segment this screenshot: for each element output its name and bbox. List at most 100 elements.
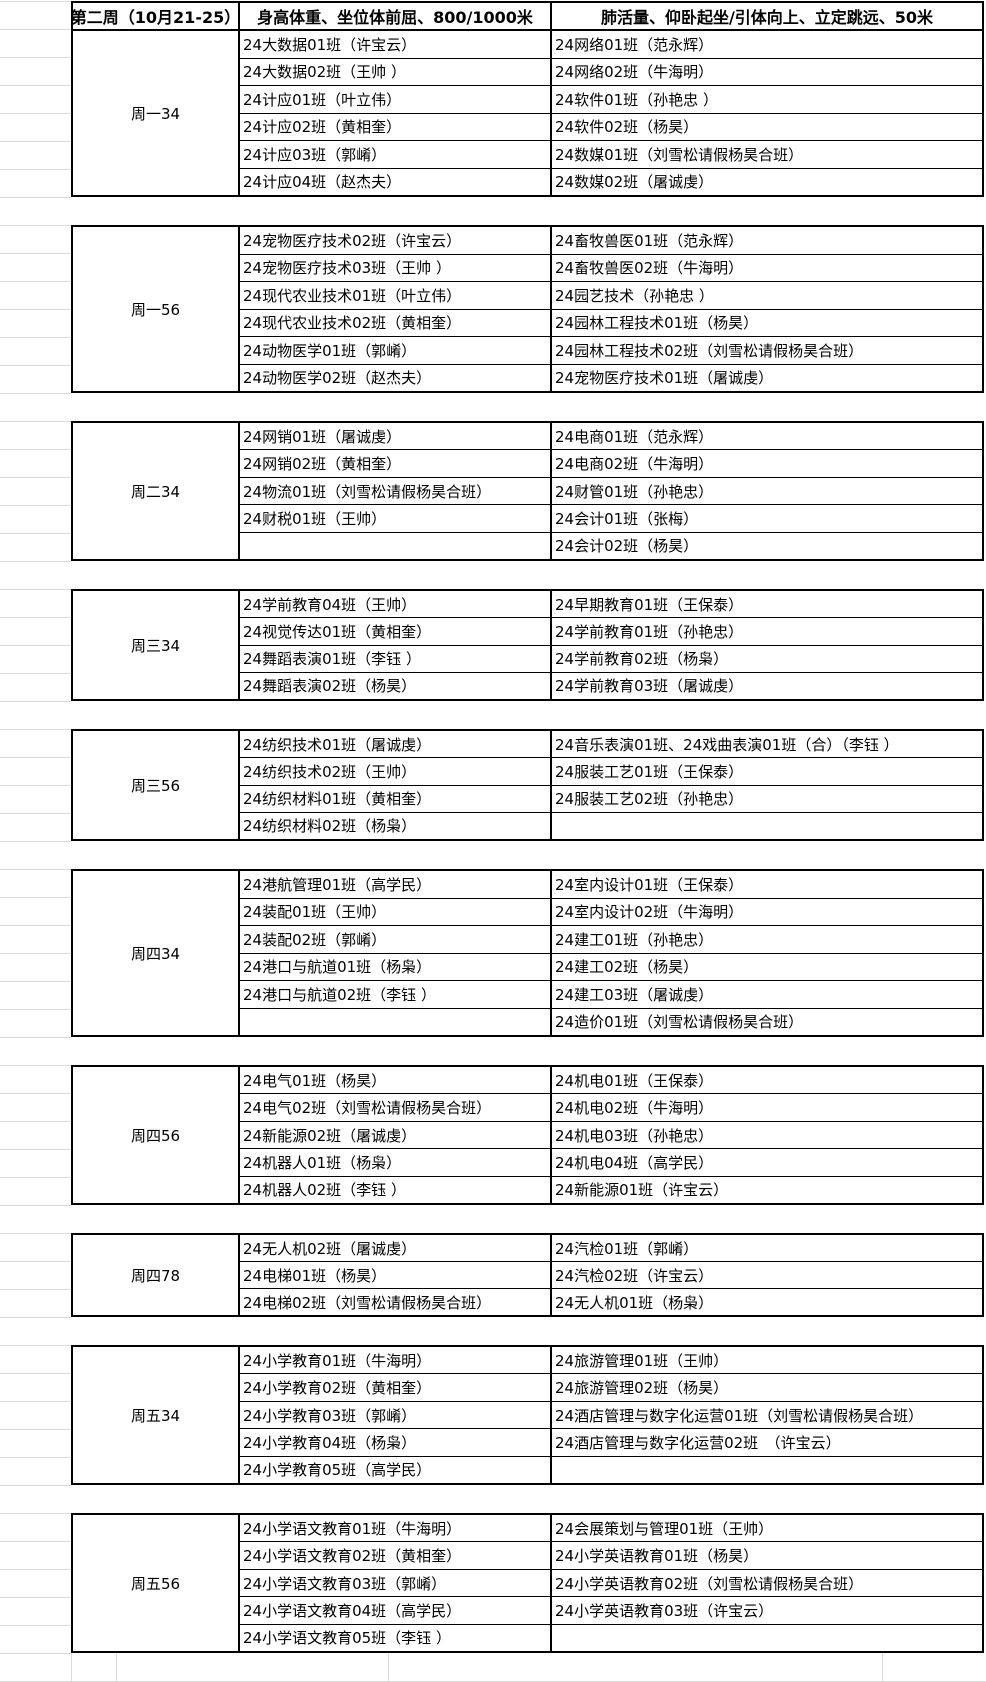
- class-cell[interactable]: 24现代农业技术01班（叶立伟）: [240, 282, 550, 310]
- class-cell[interactable]: 24小学语文教育05班（李钰 ）: [243, 1629, 451, 1648]
- header-test-items-2-cell[interactable]: 肺活量、仰卧起坐/引体向上、立定跳远、50米: [600, 8, 934, 27]
- class-cell[interactable]: 24小学英语教育03班（许宝云）: [552, 1597, 982, 1625]
- class-cell[interactable]: 24纺织技术02班（王帅）: [240, 758, 550, 786]
- class-cell[interactable]: 24物流01班（刘雪松请假杨昊合班）: [240, 478, 550, 506]
- class-cell[interactable]: 24园艺技术（孙艳忠 ）: [552, 282, 982, 310]
- week-label[interactable]: 周四78: [73, 1235, 240, 1315]
- class-cell[interactable]: 24汽检01班（郭崤）: [552, 1235, 982, 1262]
- class-cell[interactable]: 24小学教育02班（黄相奎）: [240, 1374, 550, 1402]
- week-label[interactable]: 周四56: [73, 1067, 240, 1203]
- class-cell[interactable]: 24会计02班（杨昊）: [555, 537, 699, 556]
- class-cell[interactable]: 24机电03班（孙艳忠）: [552, 1122, 982, 1150]
- class-cell[interactable]: 24学前教育02班（杨枭）: [552, 646, 982, 673]
- class-cell[interactable]: [240, 1009, 550, 1036]
- class-cell[interactable]: 24动物医学02班（赵杰夫）: [243, 369, 432, 388]
- class-cell[interactable]: 24小学英语教育01班（杨昊）: [552, 1542, 982, 1570]
- class-cell[interactable]: 24数媒02班（屠诚虔）: [555, 173, 714, 192]
- class-cell[interactable]: 24宠物医疗技术02班（许宝云）: [240, 227, 550, 255]
- class-cell[interactable]: 24小学英语教育02班（刘雪松请假杨昊合班）: [552, 1570, 982, 1598]
- week-label[interactable]: 周三34: [73, 591, 240, 699]
- class-cell[interactable]: 24园林工程技术01班（杨昊）: [552, 310, 982, 337]
- class-cell[interactable]: 24小学教育04班（杨枭）: [240, 1429, 550, 1457]
- class-cell[interactable]: 24机器人02班（李钰 ）: [243, 1181, 406, 1200]
- week-label[interactable]: 周一34: [73, 31, 240, 195]
- class-cell[interactable]: 24畜牧兽医02班（牛海明）: [552, 255, 982, 282]
- class-cell[interactable]: 24纺织材料02班（杨枭）: [243, 817, 417, 836]
- class-cell[interactable]: 24机器人01班（杨枭）: [240, 1149, 550, 1177]
- class-cell[interactable]: 24港口与航道02班（李钰 ）: [240, 981, 550, 1009]
- class-cell[interactable]: 24计应04班（赵杰夫）: [243, 173, 402, 192]
- class-cell[interactable]: 24数媒01班（刘雪松请假杨昊合班）: [552, 141, 982, 169]
- class-cell[interactable]: 24纺织技术01班（屠诚虔）: [240, 731, 550, 759]
- class-cell[interactable]: 24旅游管理01班（王帅）: [552, 1347, 982, 1375]
- class-cell[interactable]: 24无人机02班（屠诚虔）: [240, 1235, 550, 1262]
- class-cell[interactable]: 24造价01班（刘雪松请假杨昊合班）: [555, 1013, 804, 1032]
- class-cell[interactable]: 24电商02班（牛海明）: [552, 450, 982, 478]
- week-label[interactable]: 周三56: [73, 731, 240, 839]
- class-cell[interactable]: 24港航管理01班（高学民）: [240, 871, 550, 899]
- class-cell[interactable]: 24电气02班（刘雪松请假杨昊合班）: [240, 1094, 550, 1122]
- class-cell[interactable]: 24港口与航道01班（杨枭）: [240, 954, 550, 981]
- class-cell[interactable]: 24学前教育03班（屠诚虔）: [555, 677, 744, 696]
- class-cell[interactable]: 24软件02班（杨昊）: [552, 114, 982, 141]
- class-cell[interactable]: 24新能源02班（屠诚虔）: [240, 1122, 550, 1150]
- class-cell[interactable]: 24计应01班（叶立伟）: [240, 86, 550, 114]
- week-label[interactable]: 周五34: [73, 1347, 240, 1483]
- class-cell[interactable]: 24早期教育01班（王保泰）: [552, 591, 982, 619]
- class-cell[interactable]: 24机电02班（牛海明）: [552, 1094, 982, 1122]
- class-cell[interactable]: 24网络02班（牛海明）: [552, 59, 982, 86]
- class-cell[interactable]: 24小学教育03班（郭崤）: [240, 1402, 550, 1430]
- class-cell[interactable]: [240, 533, 550, 559]
- class-cell[interactable]: 24机电04班（高学民）: [552, 1149, 982, 1177]
- class-cell[interactable]: 24服装工艺02班（孙艳忠）: [552, 786, 982, 813]
- class-cell[interactable]: [552, 813, 982, 839]
- class-cell[interactable]: 24现代农业技术02班（黄相奎）: [240, 310, 550, 337]
- class-cell[interactable]: 24园林工程技术02班（刘雪松请假杨昊合班）: [552, 337, 982, 365]
- class-cell[interactable]: 24财税01班（王帅）: [240, 505, 550, 533]
- class-cell[interactable]: 24软件01班（孙艳忠 ）: [552, 86, 982, 114]
- class-cell[interactable]: 24视觉传达01班（黄相奎）: [240, 618, 550, 646]
- class-cell[interactable]: 24电气01班（杨昊）: [240, 1067, 550, 1095]
- class-cell[interactable]: 24电商01班（范永辉）: [552, 423, 982, 451]
- week-label[interactable]: 周二34: [73, 423, 240, 559]
- class-cell[interactable]: 24室内设计01班（王保泰）: [552, 871, 982, 899]
- class-cell[interactable]: 24舞蹈表演02班（杨昊）: [243, 677, 417, 696]
- week-label[interactable]: 周一56: [73, 227, 240, 391]
- class-cell[interactable]: 24小学语文教育01班（牛海明）: [240, 1515, 550, 1543]
- class-cell[interactable]: 24服装工艺01班（王保泰）: [552, 758, 982, 786]
- class-cell[interactable]: 24畜牧兽医01班（范永辉）: [552, 227, 982, 255]
- week-label[interactable]: 周四34: [73, 871, 240, 1035]
- class-cell[interactable]: 24室内设计02班（牛海明）: [552, 899, 982, 926]
- class-cell[interactable]: 24酒店管理与数字化运营01班（刘雪松请假杨昊合班）: [552, 1402, 982, 1430]
- class-cell[interactable]: 24电梯01班（杨昊）: [240, 1262, 550, 1289]
- class-cell[interactable]: 24小学语文教育02班（黄相奎）: [240, 1542, 550, 1570]
- class-cell[interactable]: 24网络01班（范永辉）: [552, 31, 982, 59]
- class-cell[interactable]: 24无人机01班（杨枭）: [555, 1293, 714, 1312]
- class-cell[interactable]: 24大数据02班（王帅 ）: [240, 59, 550, 86]
- class-cell[interactable]: 24建工03班（屠诚虔）: [552, 981, 982, 1009]
- class-cell[interactable]: 24小学语文教育03班（郭崤）: [240, 1570, 550, 1598]
- class-cell[interactable]: 24舞蹈表演01班（李钰 ）: [240, 646, 550, 673]
- header-test-items-1-cell[interactable]: 身高体重、坐位体前屈、800/1000米: [240, 3, 552, 29]
- class-cell[interactable]: [552, 1457, 982, 1483]
- class-cell[interactable]: 24新能源01班（许宝云）: [555, 1181, 729, 1200]
- class-cell[interactable]: 24小学教育01班（牛海明）: [240, 1347, 550, 1375]
- class-cell[interactable]: 24会计01班（张梅）: [552, 505, 982, 533]
- class-cell[interactable]: 24电梯02班（刘雪松请假杨昊合班）: [243, 1293, 492, 1312]
- class-cell[interactable]: 24动物医学01班（郭崤）: [240, 337, 550, 365]
- class-cell[interactable]: 24汽检02班（许宝云）: [552, 1262, 982, 1289]
- class-cell[interactable]: 24建工02班（杨昊）: [552, 954, 982, 981]
- class-cell[interactable]: 24学前教育01班（孙艳忠）: [552, 618, 982, 646]
- class-cell[interactable]: 24计应02班（黄相奎）: [240, 114, 550, 141]
- class-cell[interactable]: 24纺织材料01班（黄相奎）: [240, 786, 550, 813]
- class-cell[interactable]: 24宠物医疗技术03班（王帅 ）: [240, 255, 550, 282]
- class-cell[interactable]: 24网销01班（屠诚虔）: [240, 423, 550, 451]
- class-cell[interactable]: 24宠物医疗技术01班（屠诚虔）: [555, 369, 774, 388]
- class-cell[interactable]: 24音乐表演01班、24戏曲表演01班（合）（李钰 ）: [552, 731, 982, 759]
- class-cell[interactable]: 24酒店管理与数字化运营02班 （许宝云）: [552, 1429, 982, 1457]
- class-cell[interactable]: 24建工01班（孙艳忠）: [552, 926, 982, 954]
- class-cell[interactable]: 24机电01班（王保泰）: [552, 1067, 982, 1095]
- class-cell[interactable]: 24装配02班（郭崤）: [240, 926, 550, 954]
- week-label[interactable]: 周五56: [73, 1515, 240, 1651]
- class-cell[interactable]: 24财管01班（孙艳忠）: [552, 478, 982, 506]
